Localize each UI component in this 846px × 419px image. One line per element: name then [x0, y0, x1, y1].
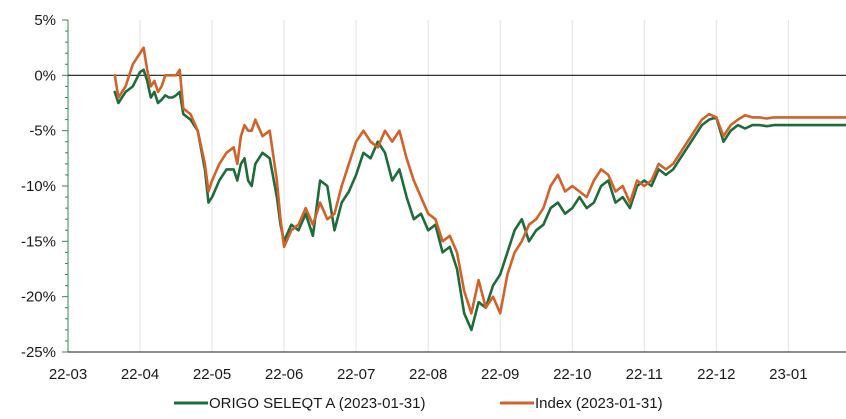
x-tick-label: 22-06	[265, 366, 303, 383]
legend-label: ORIGO SELEQT A (2023-01-31)	[209, 395, 426, 412]
x-tick-label: 22-12	[697, 366, 735, 383]
legend-item-index: Index (2023-01-31)	[500, 395, 663, 412]
y-tick-label: -20%	[21, 289, 56, 306]
series-lines	[113, 46, 846, 332]
x-tick-label: 22-05	[193, 366, 231, 383]
y-tick-label: -5%	[29, 123, 56, 140]
x-tick-label: 22-03	[49, 366, 87, 383]
legend-item-origo-seleqt-a: ORIGO SELEQT A (2023-01-31)	[174, 395, 426, 412]
x-tick-label: 22-09	[481, 366, 519, 383]
x-tick-label: 22-04	[121, 366, 159, 383]
x-tick-label: 22-08	[409, 366, 447, 383]
grid-lines	[139, 20, 789, 352]
tick-labels: 5% 0% -5% -10% -15% -20% -25% 22-03 22-04 22-05 22…	[21, 12, 808, 383]
x-tick-label: 22-11	[626, 366, 663, 383]
y-tick-label: -10%	[21, 178, 56, 195]
x-tick-label: 23-01	[769, 366, 807, 383]
legend-label: Index (2023-01-31)	[535, 395, 663, 412]
y-tick-label: -25%	[21, 344, 56, 361]
x-tick-label: 22-10	[553, 366, 591, 383]
y-tick-label: -15%	[21, 233, 56, 250]
series-line-index	[113, 46, 846, 315]
y-tick-label: 5%	[34, 12, 56, 29]
axes	[62, 19, 846, 353]
legend: ORIGO SELEQT A (2023-01-31) Index (2023-0…	[174, 395, 663, 412]
x-tick-label: 22-07	[337, 366, 375, 383]
y-tick-label: 0%	[34, 67, 56, 84]
